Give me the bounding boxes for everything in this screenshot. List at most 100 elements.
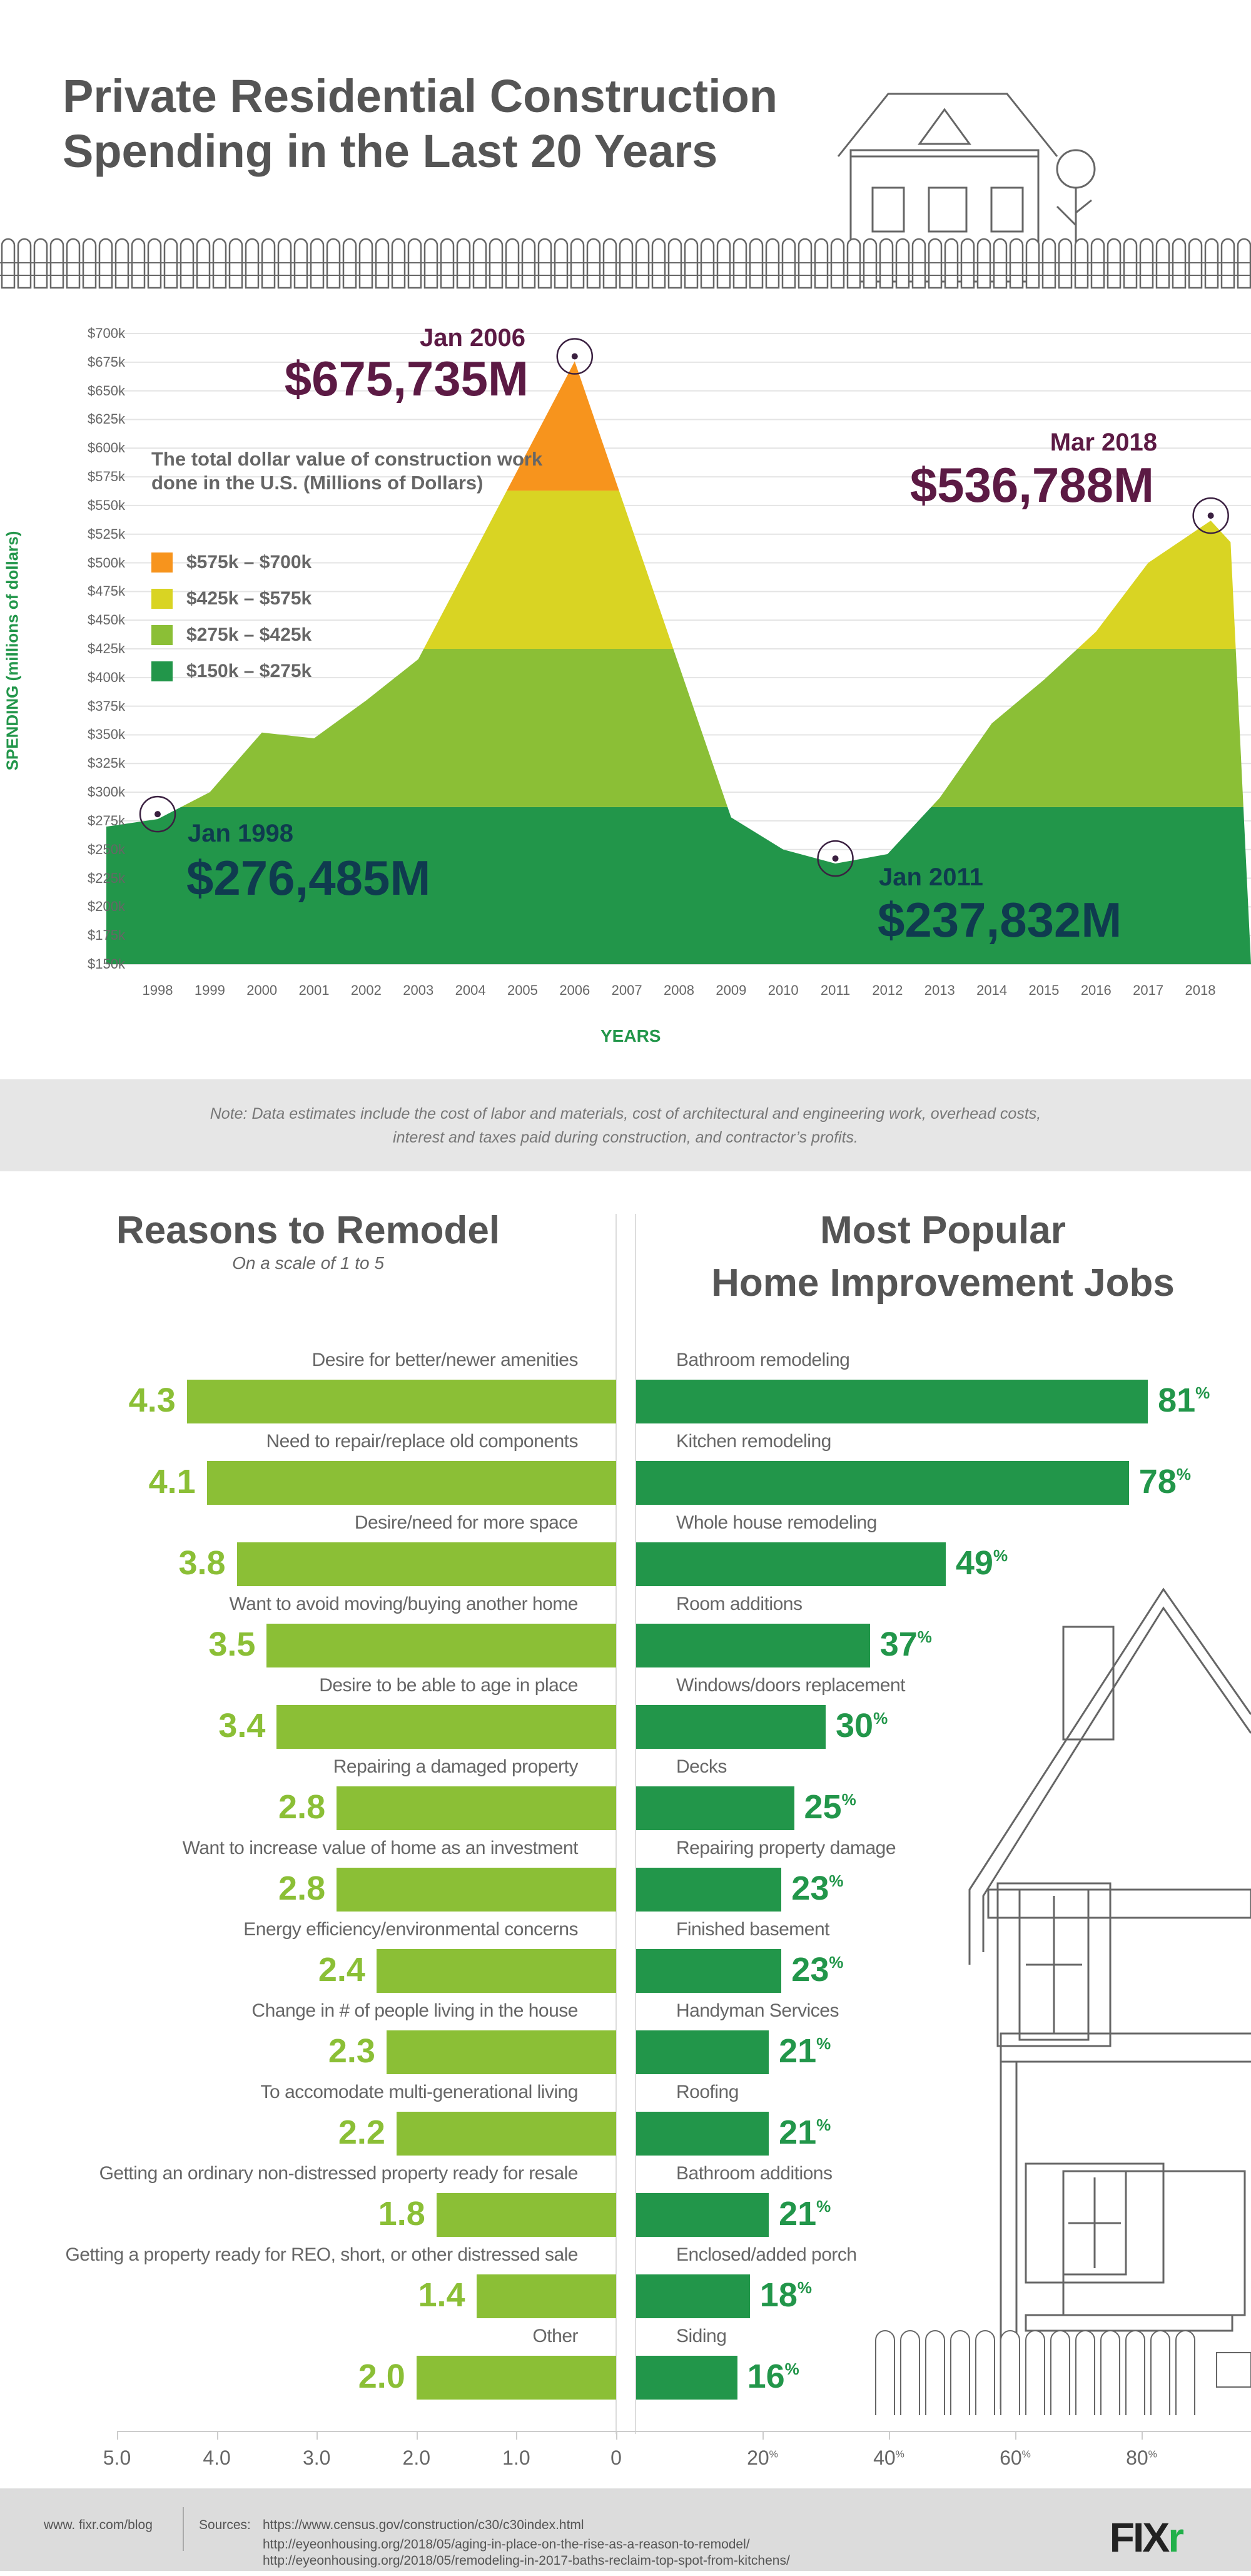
source-link[interactable]: https://www.census.gov/construction/c30/… bbox=[263, 2518, 584, 2532]
x-tick-label: 2004 bbox=[455, 982, 486, 998]
reason-label: To accomodate multi-generational living bbox=[260, 2082, 579, 2102]
source-link[interactable]: http://eyeonhousing.org/2018/05/remodeli… bbox=[263, 2553, 790, 2568]
reason-value: 3.8 bbox=[178, 1544, 226, 1582]
reason-value: 4.3 bbox=[128, 1382, 176, 1419]
reasons-header: Reasons to Remodel On a scale of 1 to 5 bbox=[116, 1209, 500, 1273]
job-label: Kitchen remodeling bbox=[676, 1431, 831, 1452]
annotation-value: $276,485M bbox=[186, 850, 431, 905]
axis-tick-label: 3.0 bbox=[302, 2446, 331, 2469]
legend-item: $275k – $425k bbox=[151, 624, 311, 646]
reason-value: 2.8 bbox=[278, 1870, 326, 1907]
area-band-1 bbox=[106, 807, 1251, 964]
job-value: 23% bbox=[791, 1951, 844, 1988]
axis-tick-label: 5.0 bbox=[103, 2446, 131, 2469]
job-bar bbox=[636, 2274, 750, 2318]
peak-dot bbox=[1207, 512, 1214, 519]
y-tick-label: $300k bbox=[88, 784, 125, 800]
reason-bar bbox=[476, 2274, 616, 2318]
reason-label: Need to repair/replace old components bbox=[266, 1431, 579, 1452]
job-label: Decks bbox=[676, 1756, 727, 1777]
job-label: Whole house remodeling bbox=[676, 1512, 877, 1533]
reason-bar bbox=[266, 1624, 616, 1667]
job-value: 37% bbox=[879, 1626, 932, 1663]
x-tick-label: 2014 bbox=[976, 982, 1008, 998]
y-tick-label: $250k bbox=[88, 841, 125, 857]
source-link[interactable]: http://eyeonhousing.org/2018/05/aging-in… bbox=[263, 2537, 750, 2552]
job-bar bbox=[636, 1705, 826, 1749]
x-tick-label: 2009 bbox=[716, 982, 747, 998]
job-bar bbox=[636, 1461, 1129, 1505]
axis-tick bbox=[416, 2431, 418, 2440]
y-tick-label: $575k bbox=[88, 469, 125, 485]
peak-marker bbox=[1192, 497, 1229, 534]
y-tick-label: $200k bbox=[88, 899, 125, 915]
peak-dot bbox=[154, 811, 161, 818]
legend-swatch bbox=[151, 625, 173, 645]
site-link[interactable]: www. fixr.com/blog bbox=[44, 2518, 153, 2532]
x-tick-label: 2008 bbox=[664, 982, 694, 998]
y-tick-label: $650k bbox=[88, 382, 125, 399]
y-tick-label: $525k bbox=[88, 526, 125, 542]
annotation-value: $237,832M bbox=[878, 892, 1122, 947]
reason-bar bbox=[436, 2193, 616, 2237]
legend-item: $575k – $700k bbox=[151, 552, 311, 573]
jobs-header: Most Popular Home Improvement Jobs bbox=[711, 1209, 1175, 1305]
x-tick-label: 2010 bbox=[767, 982, 799, 998]
annotation-value: $536,788M bbox=[909, 457, 1154, 512]
job-label: Repairing property damage bbox=[676, 1838, 896, 1858]
annotation-date: Jan 2006 bbox=[419, 324, 525, 352]
reason-value: 2.3 bbox=[328, 2032, 375, 2070]
reason-bar bbox=[386, 2030, 616, 2074]
legend-item: $425k – $575k bbox=[151, 588, 311, 609]
y-tick-label: $375k bbox=[88, 698, 125, 714]
axis-tick bbox=[889, 2431, 890, 2440]
peak-marker bbox=[817, 840, 854, 877]
reason-label: Desire to be able to age in place bbox=[319, 1675, 578, 1696]
reason-value: 3.5 bbox=[208, 1626, 256, 1663]
x-axis-label: YEARS bbox=[600, 1026, 661, 1046]
axis-tick bbox=[1015, 2431, 1016, 2440]
reason-value: 1.4 bbox=[418, 2276, 465, 2314]
job-bar bbox=[636, 2193, 769, 2237]
job-value: 21% bbox=[779, 2114, 831, 2151]
reason-bar bbox=[396, 2112, 616, 2156]
reason-label: Desire/need for more space bbox=[354, 1512, 579, 1533]
axis-tick bbox=[216, 2431, 218, 2440]
reason-value: 2.4 bbox=[318, 1951, 365, 1988]
x-tick-label: 2018 bbox=[1185, 982, 1216, 998]
y-tick-label: $275k bbox=[88, 812, 125, 828]
x-tick-label: 2011 bbox=[820, 982, 851, 998]
axis-tick-label: 1.0 bbox=[502, 2446, 530, 2469]
axis-tick-label: 40% bbox=[873, 2446, 904, 2469]
y-tick-label: $475k bbox=[88, 583, 125, 599]
axis-tick-label: 80% bbox=[1126, 2446, 1157, 2469]
divider bbox=[635, 1214, 636, 2434]
job-bar bbox=[636, 2112, 769, 2156]
job-value: 21% bbox=[779, 2032, 831, 2070]
y-tick-label: $425k bbox=[88, 641, 125, 656]
axis-tick-label: 2.0 bbox=[402, 2446, 431, 2469]
axis-tick-label: 20% bbox=[747, 2446, 778, 2469]
y-tick-label: $350k bbox=[88, 726, 125, 743]
job-label: Enclosed/added porch bbox=[676, 2244, 857, 2265]
y-tick-label: $225k bbox=[88, 870, 125, 886]
reason-bar bbox=[276, 1705, 616, 1749]
job-bar bbox=[636, 1624, 870, 1667]
reason-label: Desire for better/newer amenities bbox=[311, 1350, 579, 1370]
job-label: Bathroom additions bbox=[676, 2163, 833, 2184]
y-tick-label: $400k bbox=[88, 669, 125, 685]
job-label: Roofing bbox=[676, 2082, 739, 2102]
job-bar bbox=[636, 1949, 782, 1993]
job-label: Finished basement bbox=[676, 1919, 829, 1940]
legend-title: The total dollar value of construction w… bbox=[151, 448, 543, 494]
job-value: 81% bbox=[1158, 1382, 1210, 1419]
legend-label: $275k – $425k bbox=[186, 624, 312, 645]
job-value: 21% bbox=[779, 2195, 831, 2232]
legend-item: $150k – $275k bbox=[151, 661, 311, 682]
job-bar bbox=[636, 1542, 946, 1586]
reason-bar bbox=[416, 2356, 616, 2400]
reason-value: 2.2 bbox=[338, 2114, 385, 2151]
job-value: 25% bbox=[804, 1788, 856, 1826]
job-bar bbox=[636, 1786, 794, 1830]
y-tick-label: $600k bbox=[88, 440, 125, 456]
